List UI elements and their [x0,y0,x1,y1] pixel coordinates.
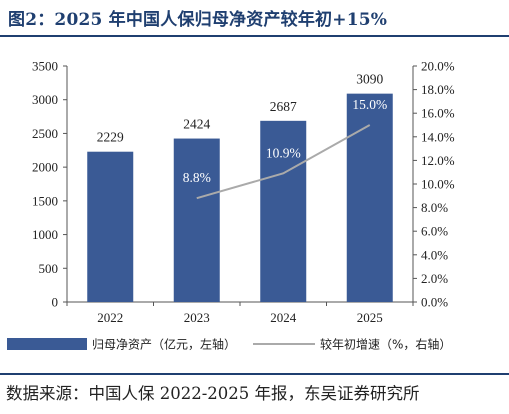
left-tick-label: 2500 [32,126,58,141]
bar-value-label: 3090 [356,72,383,87]
bar-value-label: 2424 [183,117,210,132]
right-tick-label: 20.0% [421,59,455,74]
bar-value-label: 2687 [270,99,297,114]
right-tick-label: 2.0% [421,271,448,286]
line-value-label: 8.8% [183,170,211,185]
bar-value-label: 2229 [97,130,124,145]
x-tick-label: 2022 [97,310,123,325]
x-tick-label: 2025 [357,310,383,325]
right-tick-label: 12.0% [421,153,455,168]
left-tick-label: 1000 [32,227,58,242]
growth-line [196,124,371,200]
legend-bar-swatch [7,338,87,350]
left-tick-label: 3000 [32,92,58,107]
source-rule [0,373,509,375]
bar [173,138,220,302]
line-value-label: 10.9% [266,145,301,160]
right-tick-label: 0.0% [421,295,448,310]
left-tick-label: 1500 [32,193,58,208]
right-tick-label: 8.0% [421,200,448,215]
left-tick-label: 3500 [32,59,58,74]
right-tick-label: 6.0% [421,224,448,239]
x-tick-label: 2023 [184,310,210,325]
left-tick-label: 500 [39,261,59,276]
title-rule [0,35,509,37]
x-tick-label: 2024 [270,310,297,325]
bar [346,93,393,302]
chart: 0 500 1000 1500 2000 2500 3000 3500 0.0% 2.0% 4.0%… [7,59,455,352]
right-tick-label: 4.0% [421,247,448,262]
legend-bar-label: 归母净资产（亿元，左轴） [92,337,236,352]
source-note: 数据来源：中国人保 2022-2025 年报，东吴证券研究所 [6,384,420,403]
right-tick-label: 10.0% [421,177,455,192]
bar [87,151,134,302]
right-tick-label: 18.0% [421,82,455,97]
legend-line-label: 较年初增速（%，右轴） [320,337,451,352]
left-tick-label: 0 [52,295,59,310]
line-value-label: 15.0% [352,97,387,112]
bar [260,120,307,302]
left-tick-label: 2000 [32,160,58,175]
right-tick-label: 14.0% [421,129,455,144]
figure-title: 图2：2025 年中国人保归母净资产较年初+15% [8,10,388,30]
right-tick-label: 16.0% [421,106,455,121]
